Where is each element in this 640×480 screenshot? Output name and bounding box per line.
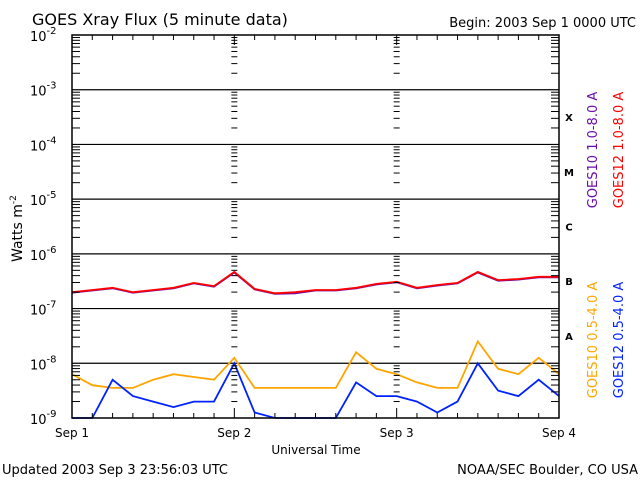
credit-label: NOAA/SEC Boulder, CO USA bbox=[457, 463, 638, 478]
chart-title: GOES Xray Flux (5 minute data) bbox=[32, 10, 288, 29]
legend-label: GOES10 0.5-4.0 A bbox=[586, 282, 601, 399]
y-tick-label: 10-3 bbox=[30, 81, 57, 100]
series-line bbox=[71, 270, 559, 295]
flare-class-label: X bbox=[565, 113, 573, 124]
y-tick-label: 10-8 bbox=[30, 354, 57, 373]
flare-class-label: B bbox=[565, 277, 573, 288]
legend-label: GOES12 0.5-4.0 A bbox=[612, 282, 627, 399]
y-tick-label: 10-6 bbox=[30, 245, 57, 264]
y-tick-label: 10-7 bbox=[30, 300, 57, 319]
legend-label: GOES10 1.0-8.0 A bbox=[586, 92, 601, 209]
series-line bbox=[72, 361, 560, 419]
y-tick-label: 10-2 bbox=[30, 26, 57, 45]
y-tick-label: 10-9 bbox=[30, 409, 57, 428]
begin-label: Begin: 2003 Sep 1 0000 UTC bbox=[449, 16, 636, 31]
flare-class-label: C bbox=[565, 223, 572, 234]
y-tick-label: 10-5 bbox=[30, 190, 57, 209]
plot-frame bbox=[71, 34, 560, 419]
legend-entry: GOES12 0.5-4.0 A bbox=[612, 282, 627, 399]
x-tick-label: Sep 3 bbox=[380, 426, 414, 440]
legend-entry: GOES12 1.0-8.0 A bbox=[612, 92, 627, 209]
x-axis-label: Universal Time bbox=[271, 443, 360, 457]
flare-class-label: M bbox=[564, 168, 574, 179]
legend-entry: GOES10 1.0-8.0 A bbox=[586, 92, 601, 209]
legend-label: GOES12 1.0-8.0 A bbox=[612, 92, 627, 209]
legend-entry: GOES10 0.5-4.0 A bbox=[586, 282, 601, 399]
x-tick-label: Sep 4 bbox=[542, 426, 576, 440]
y-tick-label: 10-4 bbox=[30, 135, 57, 154]
x-tick-label: Sep 1 bbox=[55, 426, 89, 440]
flare-class-label: A bbox=[565, 332, 573, 343]
series-line bbox=[71, 339, 560, 389]
x-tick-label: Sep 2 bbox=[217, 426, 251, 440]
updated-timestamp: Updated 2003 Sep 3 23:56:03 UTC bbox=[2, 463, 228, 478]
y-axis-label: Watts m-2 bbox=[9, 195, 26, 262]
